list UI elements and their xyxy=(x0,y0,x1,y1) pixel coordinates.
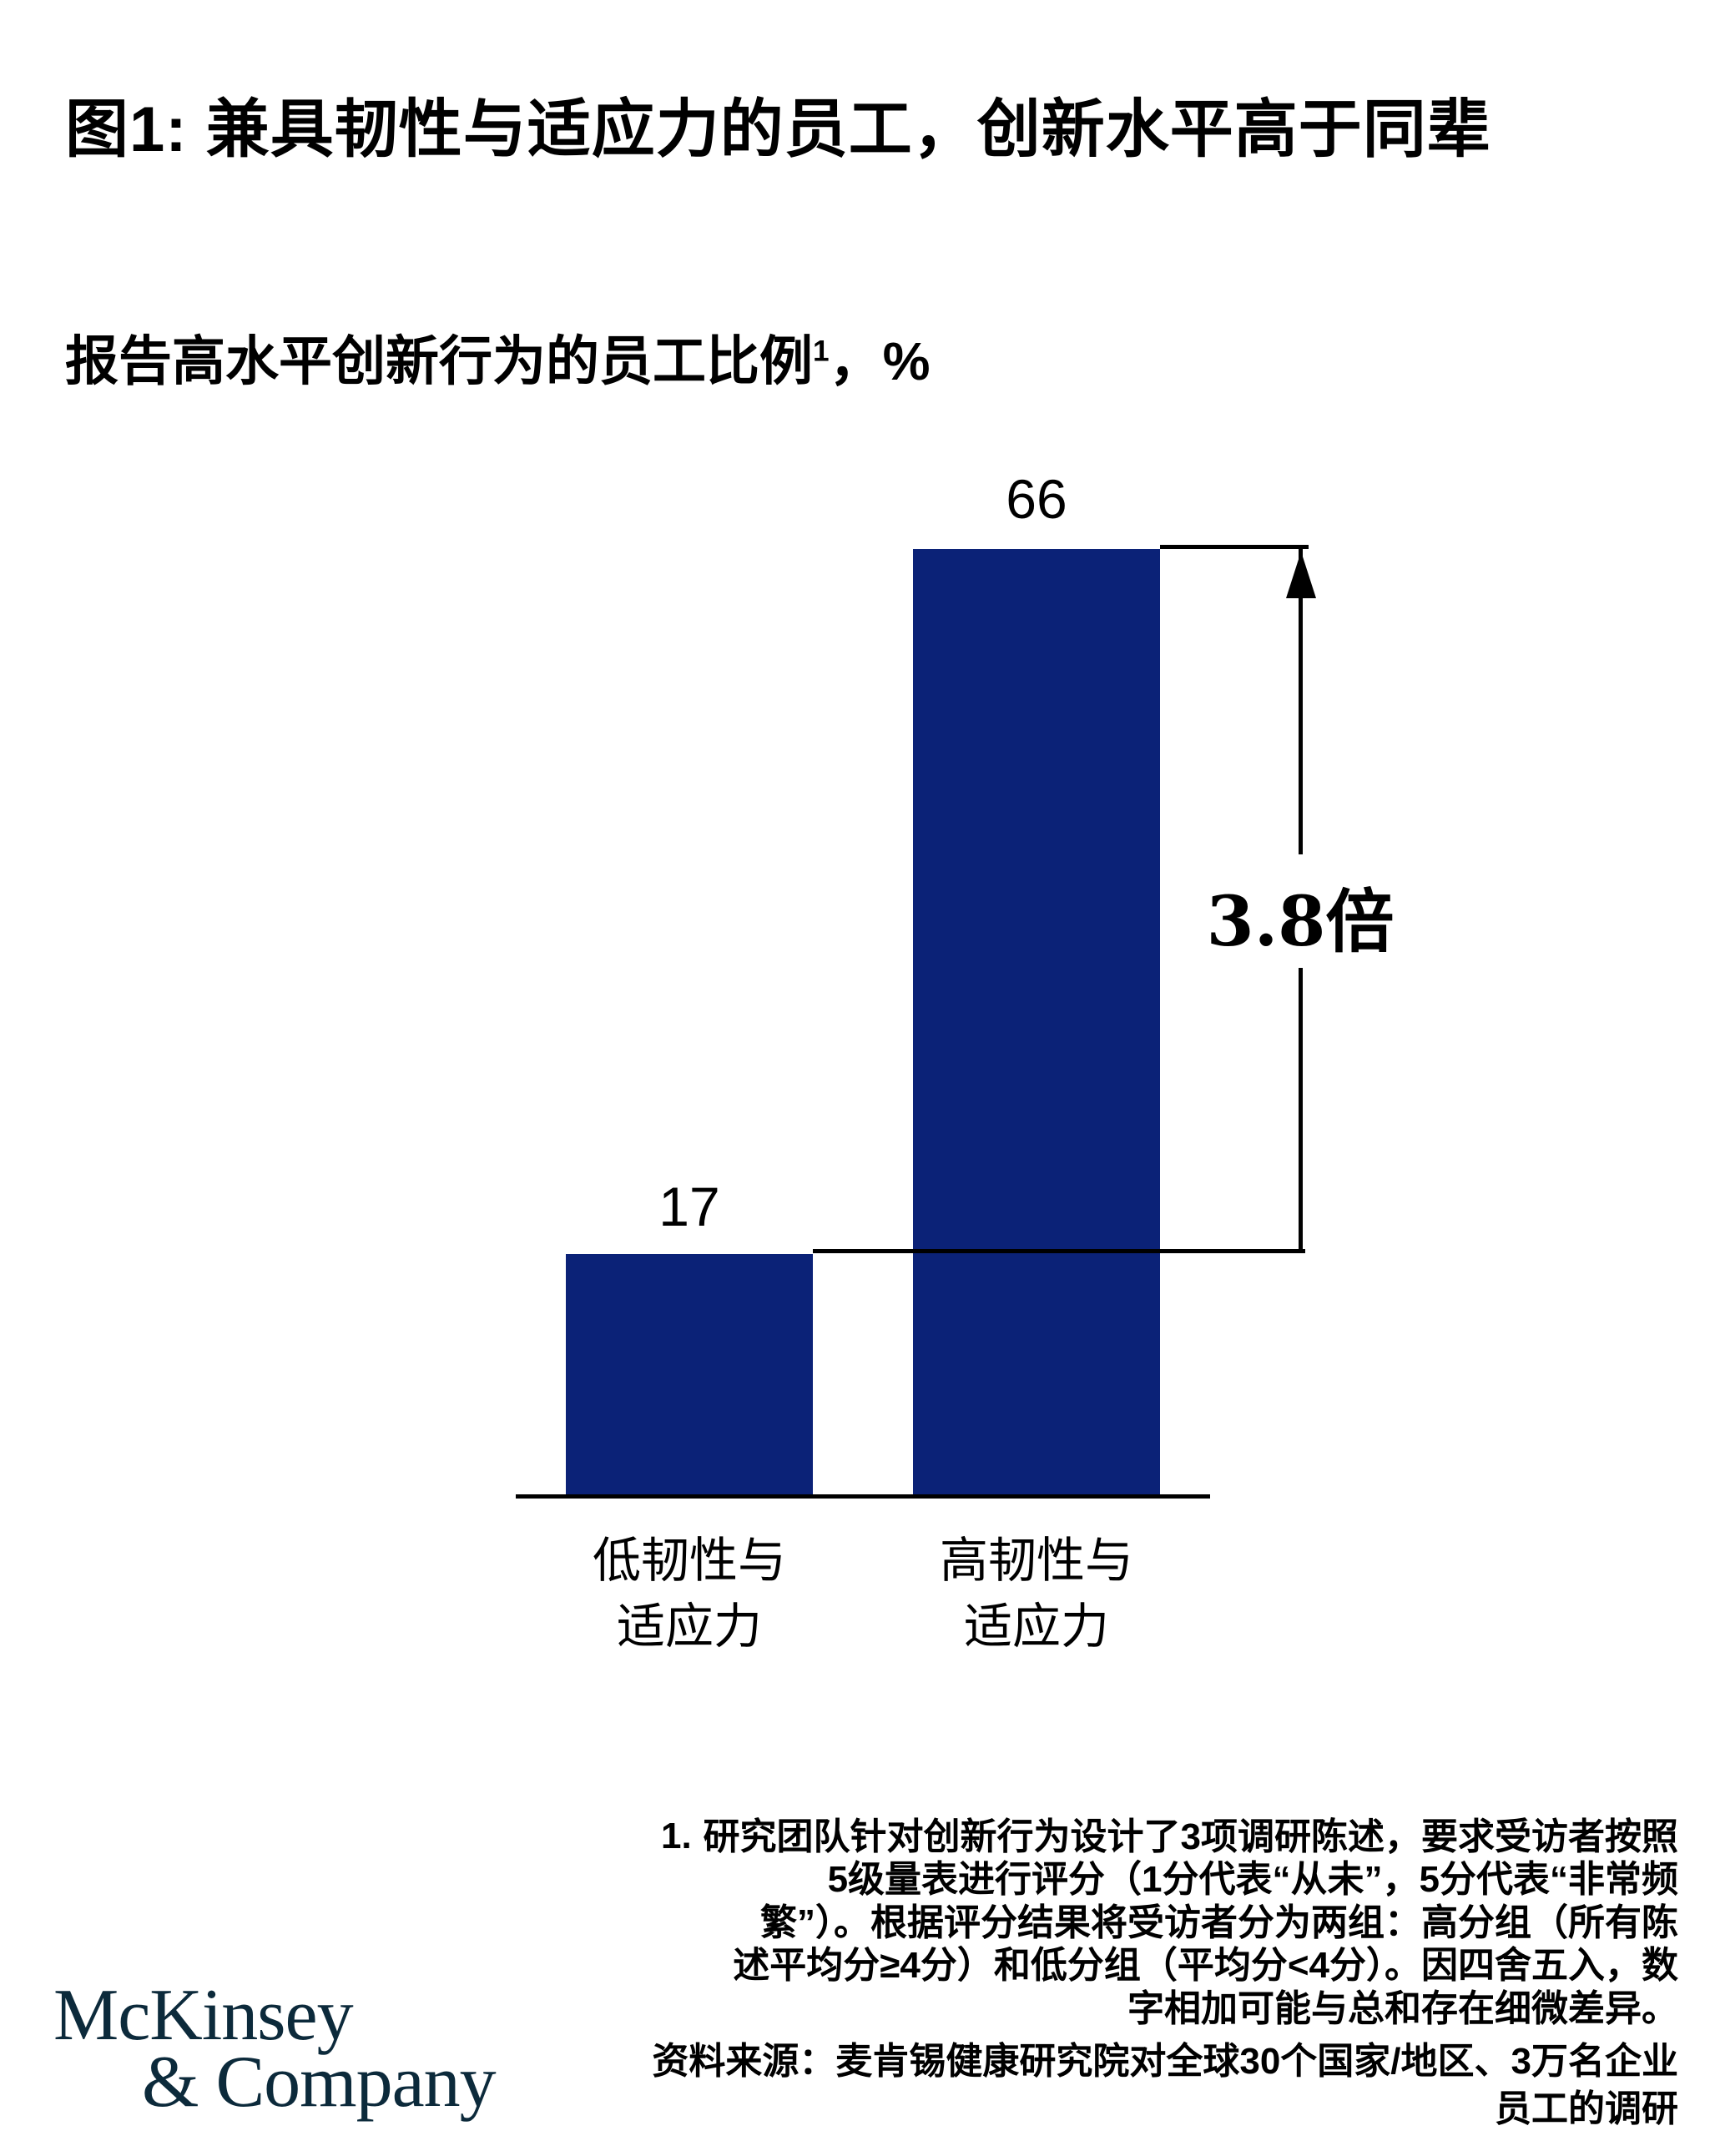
footnote-number: 1. xyxy=(661,1816,692,1856)
figure-title: 图1: 兼具韧性与适应力的员工，创新水平高于同辈 xyxy=(65,94,1491,165)
chart-subtitle: 报告高水平创新行为的员工比例1，% xyxy=(65,319,1317,395)
reference-line-66-level xyxy=(1160,545,1309,549)
multiplier-arrow-line-upper xyxy=(1299,549,1303,854)
arrow-up-icon xyxy=(1286,552,1316,598)
mckinsey-logo-line2: & Company xyxy=(142,2042,497,2123)
category-label-high: 高韧性与 适应力 xyxy=(939,1534,1133,1654)
value-label-high: 66 xyxy=(1006,468,1067,530)
category-label-low: 低韧性与 适应力 xyxy=(592,1534,786,1654)
multiplier-annotation: 3.8倍 xyxy=(1167,866,1434,965)
footnote-text: 研究团队针对创新行为设计了3项调研陈述，要求受访者按照 5级量表进行评分（1分代… xyxy=(703,1816,1678,2029)
chart-subtitle-unit: ，% xyxy=(829,331,931,391)
value-label-low: 17 xyxy=(658,1176,720,1237)
x-axis-line xyxy=(516,1494,1210,1499)
reference-line-17-level xyxy=(813,1249,1305,1253)
chart-subtitle-footnote-ref: 1 xyxy=(813,335,830,368)
source-attribution: 资料来源：麦肯锡健康研究院对全球30个国家/地区、3万名企业 员工的调研 xyxy=(652,2041,1678,2130)
multiplier-arrow-line-lower xyxy=(1299,968,1303,1252)
mckinsey-logo-line1: McKinsey xyxy=(53,1975,354,2056)
bar-high-resilience xyxy=(913,549,1160,1496)
chart-subtitle-text: 报告高水平创新行为的员工比例 xyxy=(65,331,813,391)
bar-low-resilience xyxy=(566,1254,813,1496)
